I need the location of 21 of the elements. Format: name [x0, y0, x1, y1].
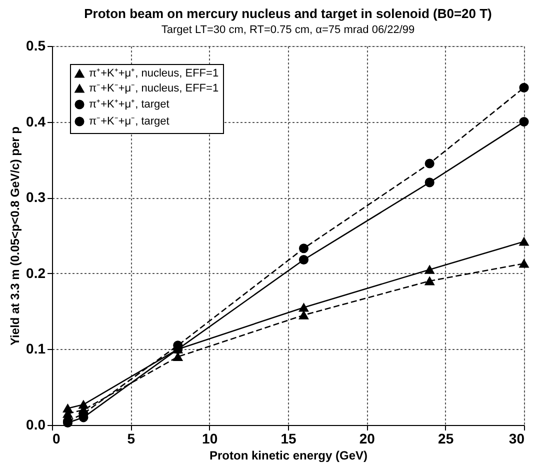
y-tick-label: 0.5 — [26, 38, 46, 54]
x-tick-label: 15 — [280, 430, 296, 446]
legend-label: π⁻+K⁻+μ⁻, nucleus, EFF=1 — [89, 82, 219, 94]
legend-label: π⁻+K⁻+μ⁻, target — [89, 116, 170, 128]
y-tick-label: 0.1 — [26, 340, 46, 357]
y-tick-label: 0.4 — [26, 113, 46, 130]
legend-label: π⁺+K⁺+μ⁺, target — [89, 98, 170, 110]
y-tick-label: 0.3 — [26, 189, 46, 206]
x-axis-title: Proton kinetic energy (GeV) — [209, 448, 368, 462]
x-tick-label: 20 — [359, 430, 376, 446]
x-tick-label: 10 — [202, 430, 218, 446]
x-tick-label: 5 — [127, 430, 136, 446]
y-axis-title: Yield at 3.3 m (0.05<p<0.8 GeV/c) per p — [8, 126, 22, 346]
x-tick-label: 0 — [52, 430, 60, 446]
y-tick-label: 0.0 — [26, 416, 46, 432]
chart-subtitle: Target LT=30 cm, RT=0.75 cm, α=75 mrad 06/22/99 — [161, 24, 415, 36]
x-tick-label: 25 — [438, 430, 454, 446]
x-tick-label: 30 — [508, 430, 525, 446]
y-tick-label: 0.2 — [26, 264, 46, 281]
chart-title: Proton beam on mercury nucleus and target in solenoid (B0=20 T) — [84, 6, 492, 21]
legend-label: π⁺+K⁺+μ⁺, nucleus, EFF=1 — [89, 68, 219, 80]
